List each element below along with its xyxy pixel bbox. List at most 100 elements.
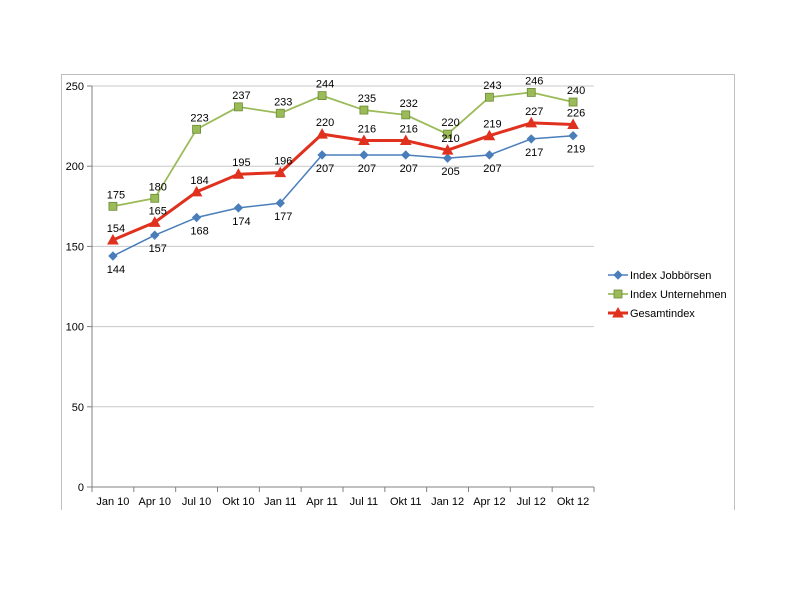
data-point [485, 92, 494, 102]
y-tick-label: 0 [78, 482, 84, 494]
data-label: 233 [274, 96, 292, 108]
data-label: 157 [149, 243, 167, 255]
y-tick-label: 250 [66, 81, 84, 93]
data-label: 165 [149, 205, 167, 217]
data-label: 246 [525, 75, 543, 87]
data-label: 219 [567, 144, 585, 156]
data-label: 196 [274, 156, 292, 168]
data-label: 240 [567, 85, 585, 97]
data-label: 205 [441, 166, 459, 178]
data-point [317, 91, 327, 101]
data-label: 168 [190, 226, 208, 238]
series-line [112, 134, 574, 257]
data-point [233, 203, 244, 213]
x-tick-label: Apr 11 [306, 496, 338, 508]
data-point [526, 88, 536, 97]
data-label: 180 [149, 181, 167, 193]
x-tick-label: Jul 12 [517, 496, 546, 508]
data-point [148, 216, 161, 227]
y-tick-label: 150 [66, 241, 84, 253]
legend-entry: Index Unternehmen [608, 289, 727, 301]
axes: 0 50 100 150 200 250 Jan 10 Apr 10 Jul 10 Okt 10 J… [66, 81, 595, 508]
data-point [358, 134, 370, 146]
data-point [567, 118, 579, 129]
x-tick-label: Apr 12 [473, 496, 505, 508]
data-point [190, 185, 203, 197]
data-label: 220 [441, 117, 459, 129]
data-label: 144 [107, 264, 125, 276]
x-tick-label: Jul 10 [182, 496, 211, 508]
data-label: 237 [232, 90, 250, 102]
data-point [568, 131, 578, 141]
data-label: 154 [107, 223, 125, 235]
data-label: 207 [316, 163, 334, 175]
legend-entry: Gesamtindex [608, 306, 695, 320]
data-point [234, 102, 243, 112]
gridlines [92, 85, 594, 408]
series-line [112, 91, 574, 208]
x-tick-label: Okt 11 [390, 496, 422, 508]
y-tick-label: 200 [66, 161, 84, 173]
x-tick-label: Apr 10 [139, 496, 171, 508]
data-labels: 144 157 168 174 177 207 207 207 205 207 217 219 175 1… [107, 75, 586, 276]
data-label: 244 [316, 79, 334, 91]
series-gesamtindex [107, 116, 579, 245]
data-point [150, 193, 160, 203]
data-point [317, 150, 327, 160]
data-label: 216 [400, 124, 418, 136]
series-index-unternehmen [108, 88, 578, 211]
data-point [359, 105, 369, 115]
data-point [191, 212, 202, 223]
data-point [275, 198, 285, 208]
data-label: 207 [400, 163, 418, 175]
x-tick-label: Jul 11 [350, 496, 379, 508]
data-point [399, 134, 412, 146]
legend-label: Index Jobbörsen [630, 270, 711, 282]
data-label: 177 [274, 211, 292, 223]
data-label: 210 [441, 133, 459, 145]
data-point [192, 124, 201, 134]
data-point [613, 289, 623, 299]
data-point [107, 233, 119, 245]
legend-entry: Index Jobbörsen [608, 270, 711, 282]
data-label: 217 [525, 147, 543, 159]
series-line [112, 121, 574, 242]
data-point [483, 129, 496, 141]
data-label: 227 [525, 106, 543, 118]
x-tick-label: Jan 11 [264, 496, 296, 508]
data-label: 195 [232, 157, 250, 169]
data-point [443, 129, 452, 139]
data-point [108, 251, 118, 261]
data-label: 175 [107, 189, 125, 201]
legend: Index Jobbörsen Index Unternehmen Gesamtin… [608, 270, 727, 320]
x-tick-label: Jan 10 [96, 496, 129, 508]
data-label: 235 [358, 93, 376, 105]
data-point [316, 128, 328, 139]
series-layer [107, 88, 579, 261]
data-label: 226 [567, 107, 585, 119]
data-point [526, 134, 536, 144]
data-point [613, 270, 623, 280]
data-point [525, 116, 538, 128]
data-label: 243 [483, 80, 501, 92]
data-label: 184 [190, 175, 208, 187]
data-point [108, 201, 118, 211]
data-point [359, 150, 369, 160]
data-label: 219 [483, 119, 501, 131]
data-point [401, 150, 411, 160]
data-point [442, 153, 453, 163]
y-tick-label: 50 [72, 402, 84, 414]
data-point [274, 166, 287, 178]
x-tick-label: Okt 12 [557, 496, 589, 508]
data-label: 216 [358, 124, 376, 136]
data-label: 223 [190, 112, 208, 124]
data-label: 207 [483, 163, 501, 175]
legend-label: Index Unternehmen [630, 289, 727, 301]
data-point [401, 110, 411, 120]
data-label: 220 [316, 117, 334, 129]
x-tick-label: Jan 12 [431, 496, 464, 508]
x-tick-label: Okt 10 [222, 496, 254, 508]
data-label: 207 [358, 163, 376, 175]
data-point [275, 108, 285, 118]
